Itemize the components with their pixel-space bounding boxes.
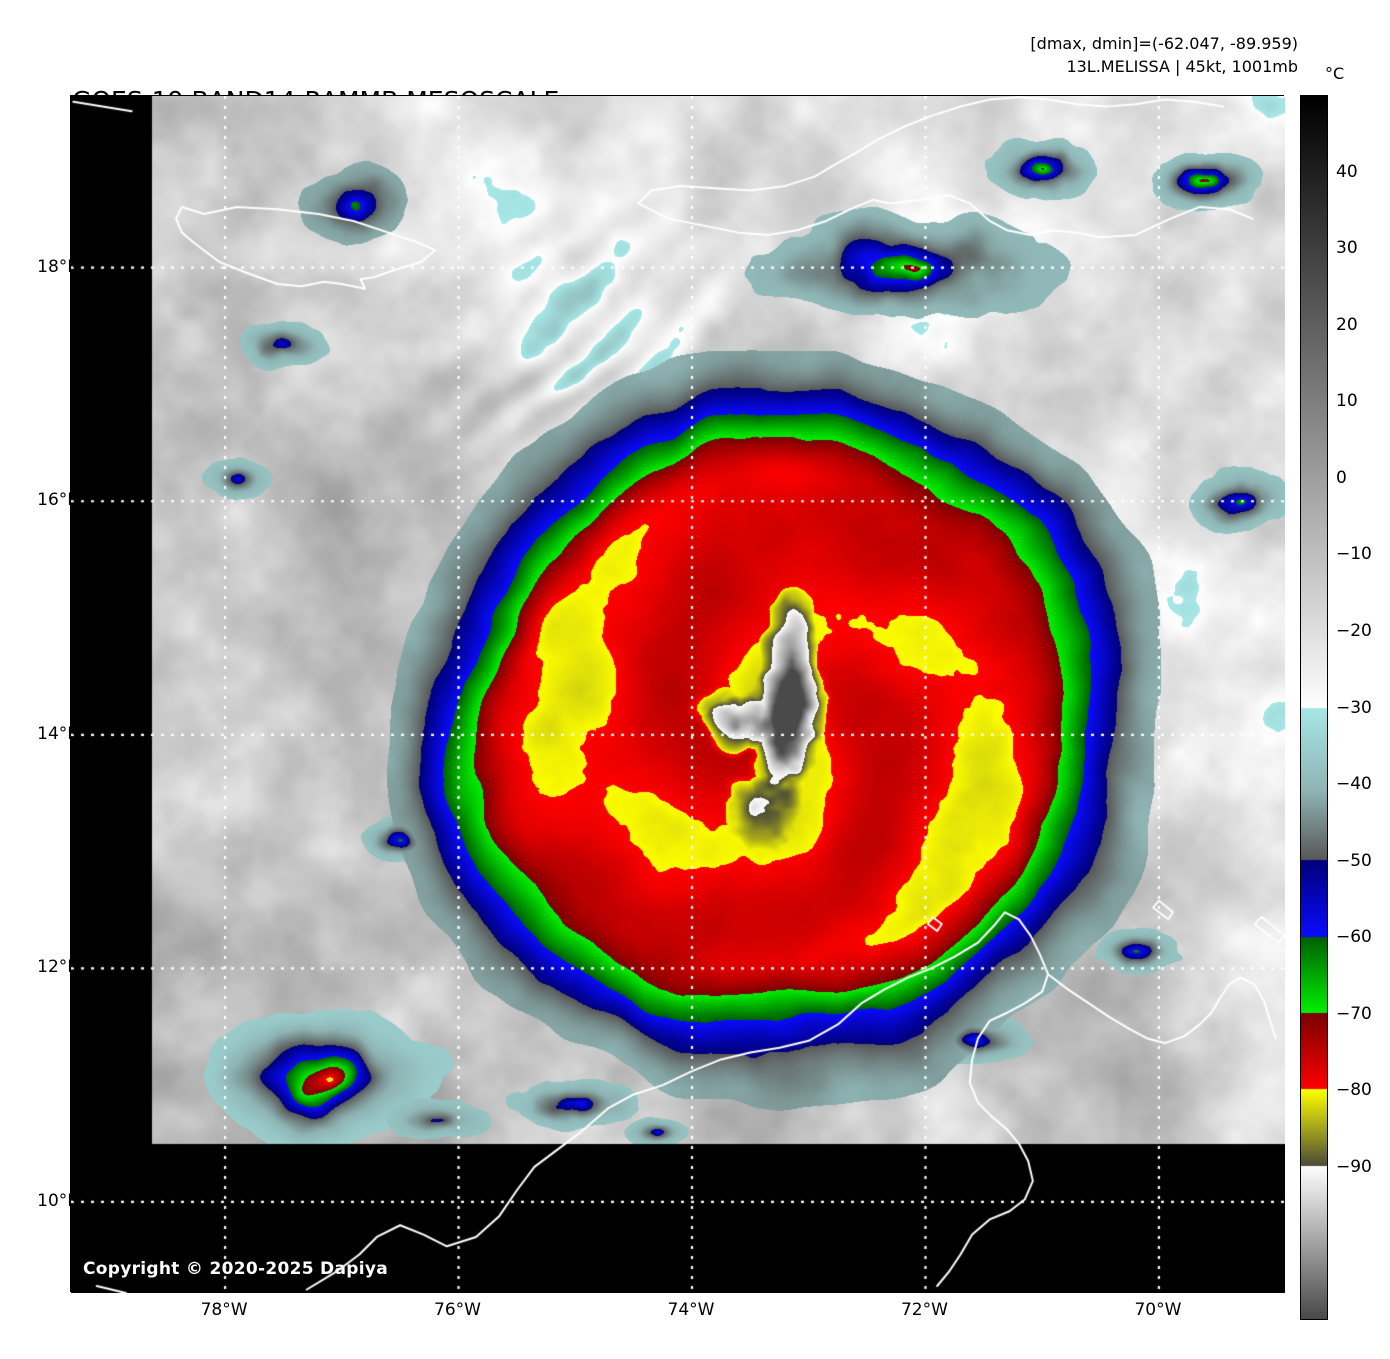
lon-tick-2: 74°W: [667, 1300, 715, 1320]
colorbar-tick-5: −10: [1336, 544, 1372, 565]
satellite-image-plot[interactable]: Copyright © 2020-2025 Dapiya: [70, 95, 1285, 1293]
latlon-gridlines-overlay: [71, 96, 1285, 1293]
lon-tick-3: 72°W: [900, 1300, 948, 1320]
colorbar-unit-label: °C: [1325, 64, 1345, 83]
colorbar-tick-8: −40: [1336, 774, 1372, 795]
lat-tick-3: 12°N: [37, 957, 80, 978]
colorbar-tick-3: 10: [1336, 391, 1358, 412]
colorbar-tick-6: −20: [1336, 620, 1372, 641]
lat-tick-0: 18°N: [37, 256, 80, 277]
lat-tick-2: 14°N: [37, 723, 80, 744]
scene-metadata: [dmax, dmin]=(-62.047, -89.959) 13L.MELI…: [1030, 32, 1298, 78]
colorbar-tick-2: 20: [1336, 314, 1358, 335]
colorbar-tick-13: −90: [1336, 1156, 1372, 1177]
temperature-colorbar[interactable]: [1300, 95, 1328, 1320]
colorbar-tick-12: −80: [1336, 1080, 1372, 1101]
lon-tick-4: 70°W: [1134, 1300, 1182, 1320]
colorbar-tick-9: −50: [1336, 850, 1372, 871]
colorbar-tick-1: 30: [1336, 238, 1358, 259]
copyright-notice: Copyright © 2020-2025 Dapiya: [83, 1259, 388, 1279]
lat-tick-1: 16°N: [37, 490, 80, 511]
colorbar-tick-11: −70: [1336, 1003, 1372, 1024]
lat-tick-4: 10°N: [37, 1190, 80, 1211]
colorbar-tick-7: −30: [1336, 697, 1372, 718]
colorbar-tick-4: 0: [1336, 467, 1347, 488]
colorbar-tick-0: 40: [1336, 161, 1358, 182]
storm-identifier: 13L.MELISSA | 45kt, 1001mb: [1066, 57, 1298, 76]
lon-tick-1: 76°W: [434, 1300, 482, 1320]
dmax-dmin-readout: [dmax, dmin]=(-62.047, -89.959): [1030, 34, 1298, 53]
colorbar-gradient: [1301, 96, 1327, 1319]
lon-tick-0: 78°W: [200, 1300, 248, 1320]
colorbar-tick-10: −60: [1336, 927, 1372, 948]
